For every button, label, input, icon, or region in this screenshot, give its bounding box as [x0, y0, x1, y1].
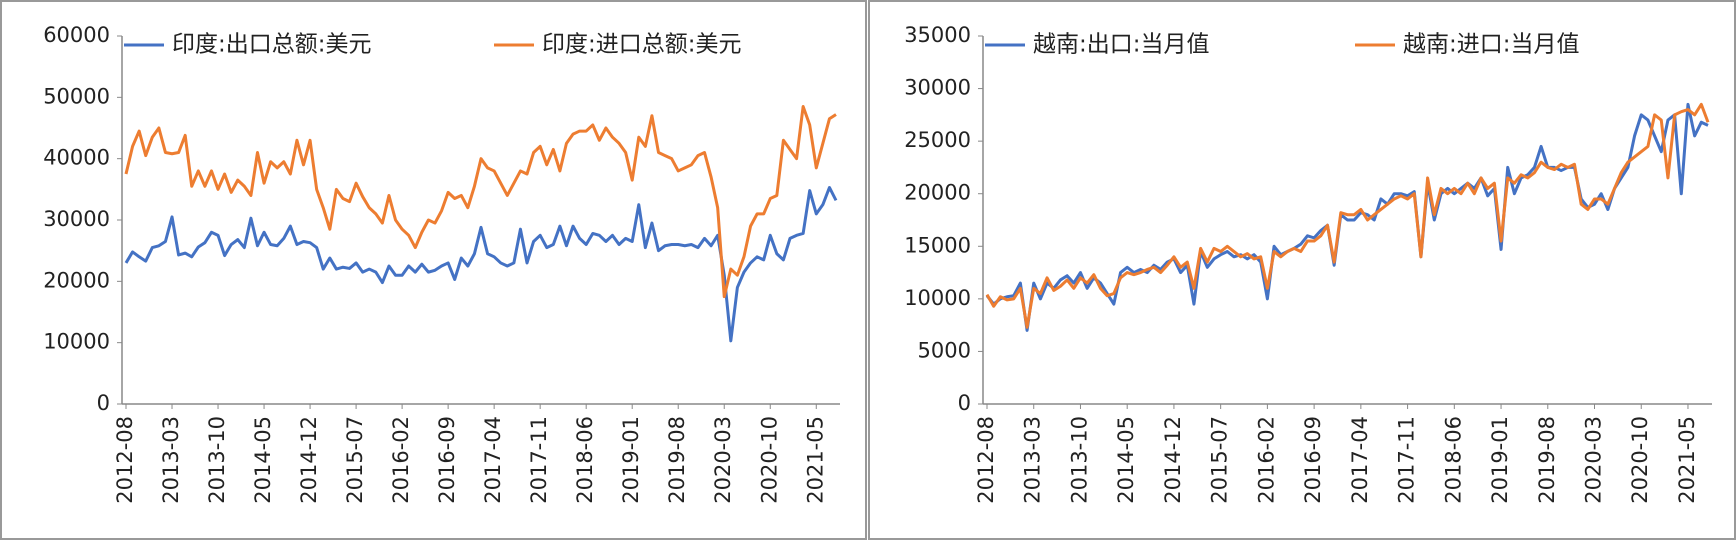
series-line	[124, 185, 838, 343]
x-tick-label: 2021-05	[803, 416, 827, 504]
x-tick-label: 2014-05	[251, 416, 275, 504]
y-tick-label: 0	[958, 391, 971, 415]
x-tick-label: 2015-07	[1208, 416, 1232, 504]
x-tick-label: 2016-02	[389, 416, 413, 504]
x-tick-label: 2020-10	[1628, 416, 1652, 504]
y-tick-label: 5000	[918, 338, 971, 362]
legend-label: 印度:出口总额:美元	[172, 32, 372, 58]
y-tick-label: 0	[97, 391, 110, 415]
legend-label: 印度:进口总额:美元	[542, 32, 742, 58]
x-tick-label: 2012-08	[974, 416, 998, 504]
y-tick-label: 50000	[43, 84, 110, 108]
legend-label: 越南:出口:当月值	[1033, 32, 1210, 58]
x-tick-label: 2017-11	[527, 416, 551, 504]
x-tick-label: 2018-06	[1441, 416, 1465, 504]
y-tick-label: 30000	[43, 207, 110, 231]
y-tick-label: 20000	[43, 268, 110, 292]
series-line	[985, 102, 1710, 329]
y-tick-label: 10000	[43, 330, 110, 354]
x-tick-label: 2017-04	[481, 416, 505, 504]
panel-right	[868, 0, 1736, 540]
y-tick-label: 35000	[904, 23, 971, 47]
x-tick-label: 2019-08	[665, 416, 689, 504]
x-tick-label: 2012-08	[113, 416, 137, 504]
legend-label: 越南:进口:当月值	[1403, 32, 1580, 58]
x-tick-label: 2016-09	[435, 416, 459, 504]
x-tick-label: 2019-01	[619, 416, 643, 504]
x-tick-label: 2021-05	[1675, 416, 1699, 504]
x-tick-label: 2018-06	[573, 416, 597, 504]
x-tick-label: 2014-05	[1114, 416, 1138, 504]
y-tick-label: 60000	[43, 23, 110, 47]
x-tick-label: 2020-03	[711, 416, 735, 504]
y-tick-label: 20000	[904, 181, 971, 205]
x-tick-label: 2013-10	[1067, 416, 1091, 504]
x-tick-label: 2020-03	[1582, 416, 1606, 504]
x-tick-label: 2016-02	[1254, 416, 1278, 504]
y-tick-label: 40000	[43, 146, 110, 170]
x-tick-label: 2017-04	[1348, 416, 1372, 504]
x-tick-label: 2015-07	[343, 416, 367, 504]
x-tick-label: 2019-08	[1535, 416, 1559, 504]
y-tick-label: 10000	[904, 286, 971, 310]
x-tick-label: 2016-09	[1301, 416, 1325, 504]
x-tick-label: 2014-12	[1161, 416, 1185, 504]
y-tick-label: 25000	[904, 128, 971, 152]
x-tick-label: 2013-03	[1021, 416, 1045, 504]
series-line	[124, 105, 837, 299]
x-tick-label: 2020-10	[757, 416, 781, 504]
x-tick-label: 2017-11	[1395, 416, 1419, 504]
x-tick-label: 2019-01	[1488, 416, 1512, 504]
x-tick-label: 2013-03	[159, 416, 183, 504]
x-tick-label: 2013-10	[205, 416, 229, 504]
x-tick-label: 2014-12	[297, 416, 321, 504]
y-tick-label: 15000	[904, 233, 971, 257]
y-tick-label: 30000	[904, 76, 971, 100]
